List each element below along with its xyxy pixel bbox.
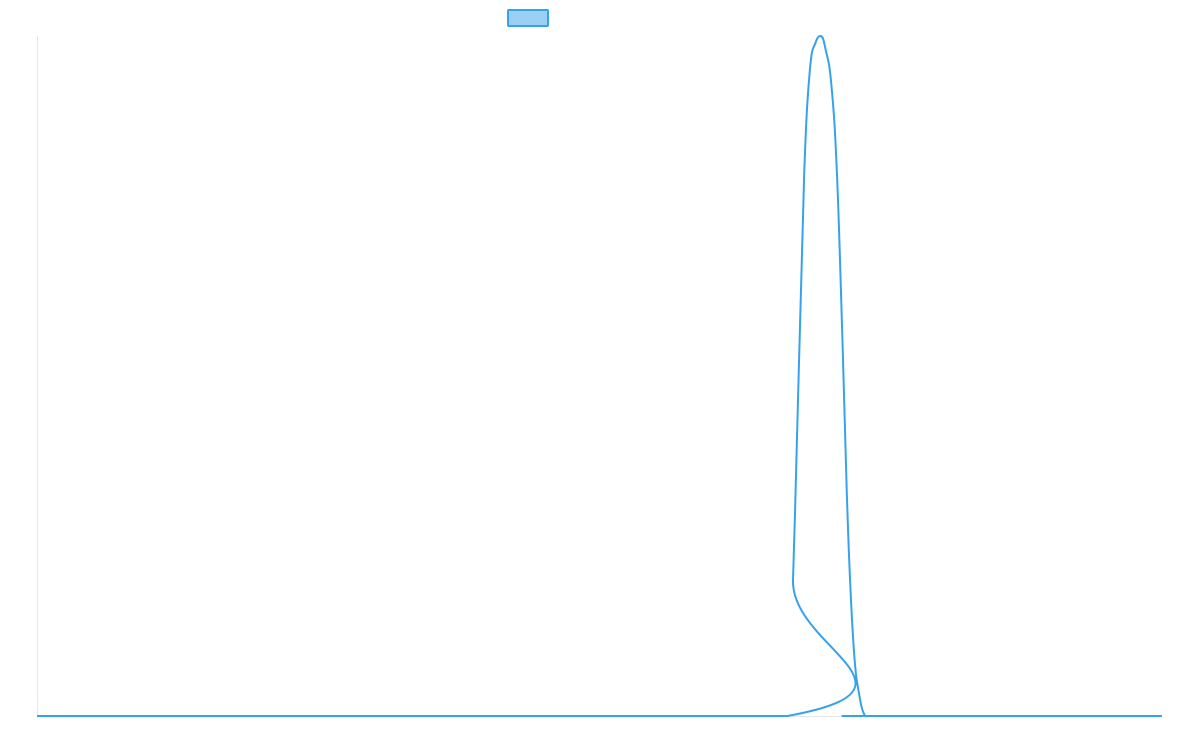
legend-swatch[interactable] xyxy=(507,9,549,27)
axes xyxy=(37,36,1162,717)
series-line-0 xyxy=(37,35,1162,718)
series-layer xyxy=(37,35,1162,718)
legend[interactable] xyxy=(507,9,549,27)
